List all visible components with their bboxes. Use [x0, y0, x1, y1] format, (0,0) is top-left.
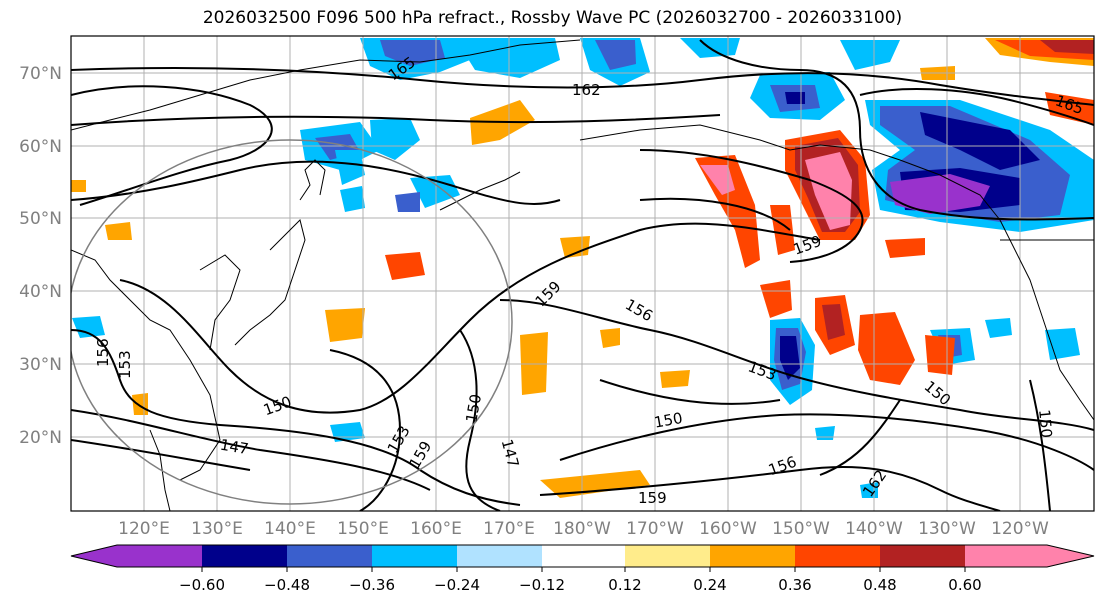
contour-label: 153 [116, 350, 134, 379]
shade-blob [1040, 40, 1094, 54]
lon-label: 140°E [264, 519, 316, 539]
graticule [71, 36, 1094, 511]
shade-blob [885, 238, 925, 258]
lat-label: 50°N [19, 209, 62, 229]
shade-blob [105, 222, 132, 240]
lon-label: 160°E [410, 519, 462, 539]
lat-labels: 70°N 60°N 50°N 40°N 30°N 20°N [19, 64, 62, 448]
colorbar-outline [70, 544, 1095, 568]
colorbar-segment [287, 545, 372, 567]
colorbar-tick: −0.36 [349, 576, 395, 594]
colorbar-segment [795, 545, 880, 567]
shade-blob [455, 38, 560, 78]
shade-blob [985, 318, 1012, 338]
shade-blob [925, 335, 955, 375]
lat-label: 40°N [19, 282, 62, 302]
shade-blob [325, 308, 365, 342]
colorbar-segment [372, 545, 457, 567]
colorbar-segment [625, 545, 710, 567]
shade-blob [780, 336, 800, 380]
colorbar-tick: 0.60 [948, 576, 981, 594]
shade-blob [335, 150, 365, 185]
lat-label: 30°N [19, 355, 62, 375]
rossby-circle [71, 139, 513, 505]
contour-label: 162 [572, 81, 601, 99]
contours [71, 39, 1094, 511]
colorbar-low-extend [71, 545, 117, 567]
shade-blob [72, 316, 105, 338]
lon-labels: 120°E 130°E 140°E 150°E 160°E 170°E 180°… [118, 519, 1049, 539]
lon-label: 120°W [991, 519, 1049, 539]
lat-label: 70°N [19, 64, 62, 84]
lat-label: 20°N [19, 428, 62, 448]
contour-label: 147 [219, 436, 250, 459]
lon-label: 160°W [699, 519, 757, 539]
shade-blob [395, 192, 420, 212]
contour-label: 156 [94, 338, 112, 367]
shade-blob [370, 118, 420, 160]
colorbar-high-extend [1047, 545, 1094, 567]
shade-blob [595, 40, 636, 70]
shade-blob [822, 304, 845, 340]
lon-label: 140°W [845, 519, 903, 539]
colorbar-tick: 0.12 [608, 576, 641, 594]
shade-blob [890, 174, 990, 214]
lon-label: 170°E [483, 519, 535, 539]
lon-label: 120°E [118, 519, 170, 539]
coastlines [71, 39, 1094, 511]
colorbar-tick: 0.24 [693, 576, 726, 594]
shade-blob [540, 470, 650, 498]
shade-blob [920, 112, 1040, 170]
colorbar-tick: 0.36 [778, 576, 811, 594]
shade-blob [132, 393, 148, 415]
shade-blob [840, 40, 900, 70]
colorbar-tick: −0.24 [434, 576, 480, 594]
contour-label: 150 [462, 393, 485, 424]
colorbar-segment [542, 545, 625, 567]
map-frame [70, 35, 1095, 512]
colorbar-tick: 0.48 [863, 576, 896, 594]
shade-blob [700, 165, 735, 195]
contour-label: 159 [638, 489, 667, 507]
lon-label: 130°E [191, 519, 243, 539]
lon-label: 180°W [553, 519, 611, 539]
colorbar-segment [117, 545, 202, 567]
anomaly-shading [71, 38, 1094, 498]
shade-blob [760, 280, 792, 318]
shade-blob [380, 40, 445, 66]
shade-blob [340, 186, 365, 212]
shade-blob [600, 328, 620, 348]
colorbar-segment [202, 545, 287, 567]
shade-blob [560, 236, 590, 258]
shade-blob [805, 152, 852, 230]
map-title: 2026032500 F096 500 hPa refract., Rossby… [202, 8, 903, 28]
lon-label: 170°W [626, 519, 684, 539]
lon-label: 130°W [918, 519, 976, 539]
lon-label: 150°E [337, 519, 389, 539]
colorbar: −0.60 −0.48 −0.36 −0.24 −0.12 0.12 0.24 … [70, 544, 1095, 594]
shade-blob [385, 252, 425, 280]
lat-label: 60°N [19, 137, 62, 157]
colorbar-tick: −0.48 [264, 576, 310, 594]
colorbar-segment [457, 545, 542, 567]
lon-label: 150°W [772, 519, 830, 539]
shade-blob [71, 180, 86, 192]
contour-label: 150 [653, 409, 684, 432]
shade-blob [1045, 328, 1080, 360]
shade-blob [785, 92, 805, 104]
colorbar-segment [965, 545, 1047, 567]
colorbar-segment [880, 545, 965, 567]
contour-label: 150 [1035, 409, 1055, 439]
shade-blob [858, 312, 915, 385]
colorbar-segment [710, 545, 795, 567]
colorbar-tick: −0.60 [179, 576, 225, 594]
shade-blob [815, 426, 835, 440]
shade-blob [660, 370, 690, 388]
colorbar-tick: −0.12 [519, 576, 565, 594]
